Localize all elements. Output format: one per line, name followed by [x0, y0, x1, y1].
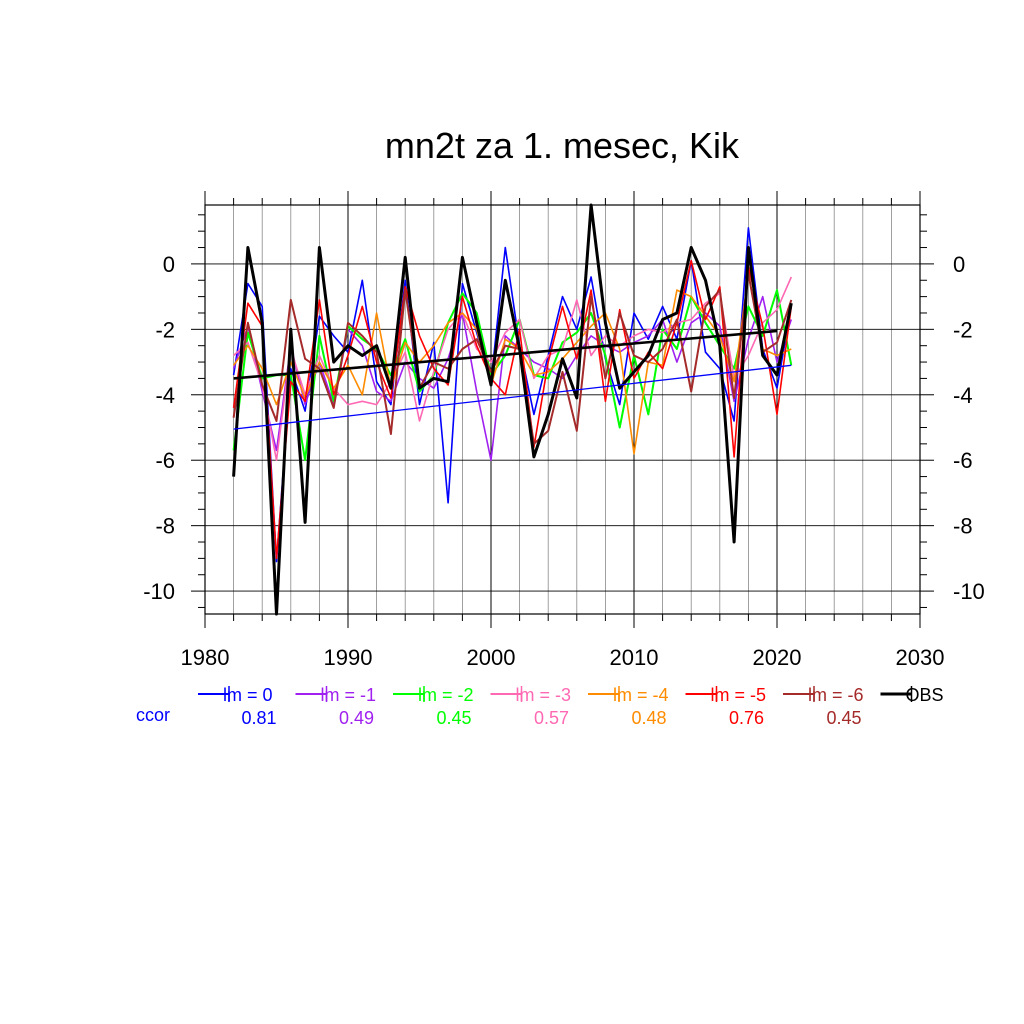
- legend-ccor-4: 0.48: [631, 708, 666, 728]
- x-tick-label: 2010: [610, 645, 659, 670]
- axis-ticks: 1980 1990 2000 2010 2020 2030 0 0 -2 -2 -4 -4 -6 -6 -8…: [143, 191, 985, 670]
- y-tick-label-left: -2: [155, 317, 175, 342]
- y-tick-label-right: -6: [953, 448, 973, 473]
- plot-border: [204, 204, 921, 615]
- y-tick-label-left: -6: [155, 448, 175, 473]
- y-tick-label-right: 0: [953, 252, 965, 277]
- series-line-2: [232, 289, 793, 462]
- series-line-5: [232, 259, 793, 560]
- y-tick-label-left: -8: [155, 514, 175, 539]
- legend-ccor-6: 0.45: [826, 708, 861, 728]
- series-group: [232, 203, 793, 616]
- plot-frame: [204, 204, 921, 615]
- trend-line-1: [233, 329, 778, 380]
- legend-label-5: lm = -5: [711, 685, 767, 705]
- legend-label-6: lm = -6: [808, 685, 864, 705]
- legend-label-1: lm = -1: [321, 685, 377, 705]
- series-line-3: [233, 276, 793, 462]
- series-line-4: [232, 272, 792, 455]
- y-tick-label-left: -4: [155, 383, 175, 408]
- trend-lines: [233, 329, 792, 430]
- legend-ccor-1: 0.49: [339, 708, 374, 728]
- legend-label-3: lm = -3: [516, 685, 572, 705]
- y-tick-label-right: -4: [953, 383, 973, 408]
- x-tick-label: 1980: [181, 645, 230, 670]
- y-tick-label-right: -10: [953, 579, 985, 604]
- legend-ccor-3: 0.57: [534, 708, 569, 728]
- legend: ccor lm = 0 0.81 lm = -1 0.49 lm = -2 0.45 lm …: [136, 685, 944, 728]
- legend-ccor-0: 0.81: [241, 708, 276, 728]
- y-tick-label-left: 0: [163, 252, 175, 277]
- trend-line-0: [233, 364, 792, 430]
- legend-label-7: OBS: [906, 685, 944, 705]
- legend-label-2: lm = -2: [418, 685, 474, 705]
- x-tick-label: 1990: [324, 645, 373, 670]
- x-tick-label: 2000: [467, 645, 516, 670]
- x-tick-label: 2020: [753, 645, 802, 670]
- legend-label-0: lm = 0: [223, 685, 273, 705]
- y-tick-label-right: -8: [953, 514, 973, 539]
- x-tick-label: 2030: [896, 645, 945, 670]
- legend-ccor-5: 0.76: [729, 708, 764, 728]
- series-line-1: [232, 295, 793, 462]
- y-tick-label-right: -2: [953, 317, 973, 342]
- legend-ccor-2: 0.45: [436, 708, 471, 728]
- chart-title: mn2t za 1. mesec, Kik: [385, 125, 740, 166]
- legend-ccor-header: ccor: [136, 705, 170, 725]
- series-line-7: [232, 203, 793, 616]
- y-tick-label-left: -10: [143, 579, 175, 604]
- series-line-6: [232, 272, 793, 445]
- legend-label-4: lm = -4: [613, 685, 669, 705]
